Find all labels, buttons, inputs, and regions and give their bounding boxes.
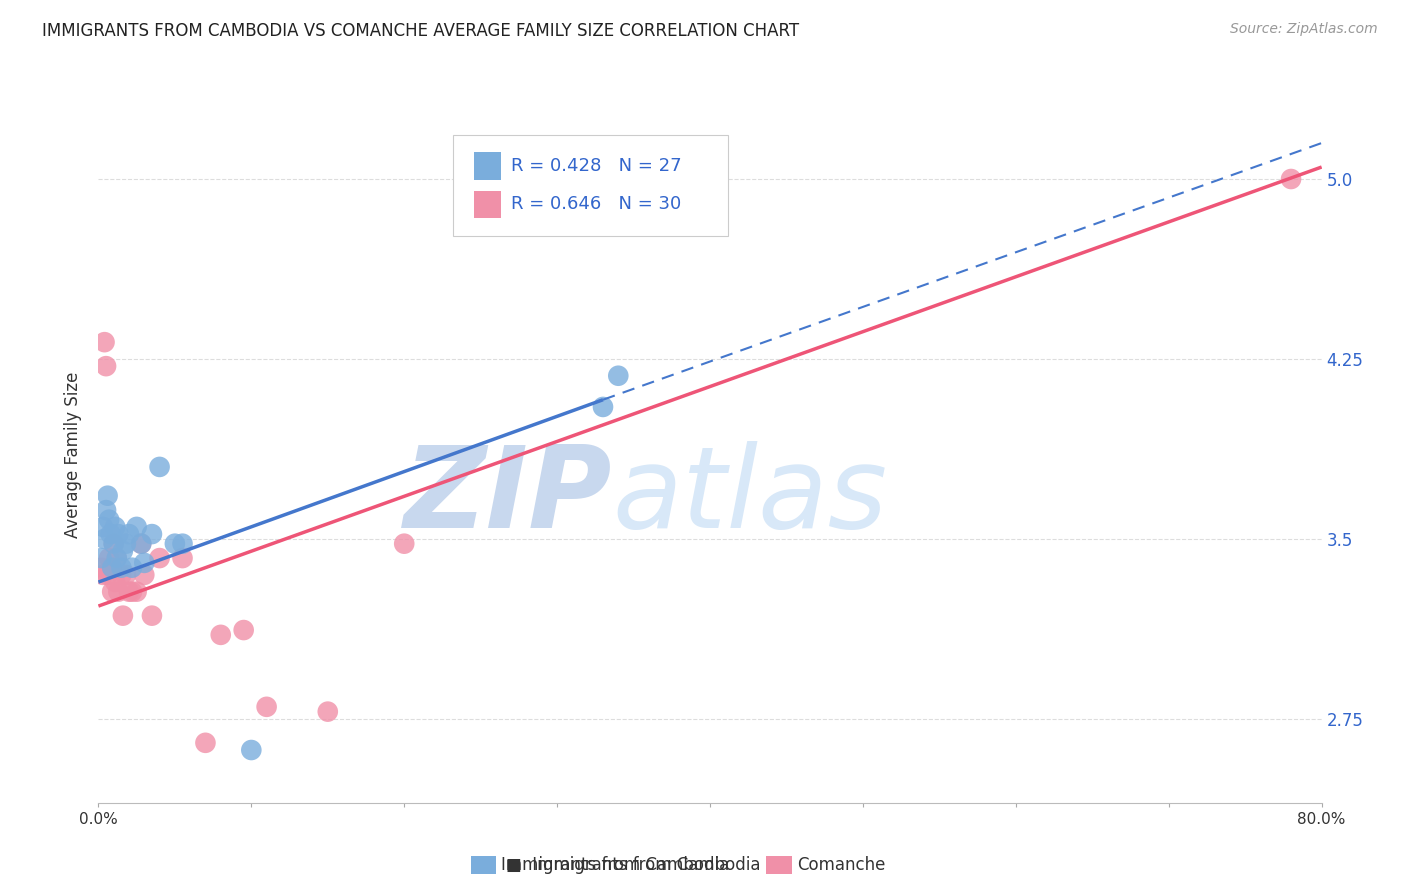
Point bbox=[240, 743, 263, 757]
Point bbox=[121, 560, 143, 574]
Point bbox=[172, 551, 194, 566]
Text: R = 0.646   N = 30: R = 0.646 N = 30 bbox=[510, 195, 681, 213]
Point bbox=[141, 527, 163, 541]
Point bbox=[107, 527, 129, 541]
Point bbox=[93, 532, 115, 546]
Point bbox=[104, 575, 127, 590]
Text: Immigrants from Cambodia: Immigrants from Cambodia bbox=[501, 856, 728, 874]
Point bbox=[115, 567, 138, 582]
Text: ZIP: ZIP bbox=[404, 442, 612, 552]
Point bbox=[110, 560, 132, 574]
Point bbox=[93, 335, 115, 350]
Point bbox=[94, 503, 117, 517]
Point bbox=[209, 628, 232, 642]
Y-axis label: Average Family Size: Average Family Size bbox=[65, 372, 83, 538]
Point bbox=[129, 537, 152, 551]
Point bbox=[125, 520, 148, 534]
Point bbox=[125, 584, 148, 599]
Text: IMMIGRANTS FROM CAMBODIA VS COMANCHE AVERAGE FAMILY SIZE CORRELATION CHART: IMMIGRANTS FROM CAMBODIA VS COMANCHE AVE… bbox=[42, 22, 799, 40]
FancyBboxPatch shape bbox=[453, 135, 728, 235]
Point bbox=[134, 556, 156, 570]
Point bbox=[592, 400, 614, 414]
Point bbox=[91, 520, 114, 534]
Point bbox=[101, 560, 124, 574]
Bar bbox=[474, 153, 501, 180]
Point bbox=[134, 567, 156, 582]
Point bbox=[1279, 172, 1302, 186]
Point bbox=[105, 551, 128, 566]
Point bbox=[172, 537, 194, 551]
Point bbox=[97, 489, 120, 503]
Text: atlas: atlas bbox=[612, 442, 887, 552]
Point bbox=[103, 537, 125, 551]
Bar bbox=[474, 191, 501, 219]
Text: Comanche: Comanche bbox=[797, 856, 886, 874]
Point bbox=[105, 551, 128, 566]
Point bbox=[111, 608, 134, 623]
Point bbox=[392, 537, 416, 551]
Point bbox=[118, 527, 141, 541]
Point bbox=[232, 623, 254, 637]
Point bbox=[100, 560, 122, 574]
Point bbox=[98, 513, 121, 527]
Point bbox=[111, 544, 134, 558]
Point bbox=[97, 567, 120, 582]
Point bbox=[90, 551, 112, 566]
Point bbox=[94, 359, 117, 373]
Point bbox=[149, 551, 172, 566]
Point bbox=[91, 567, 114, 582]
Point bbox=[163, 537, 186, 551]
Text: R = 0.428   N = 27: R = 0.428 N = 27 bbox=[510, 157, 682, 175]
Point bbox=[129, 537, 152, 551]
Point bbox=[115, 537, 138, 551]
Point bbox=[90, 560, 112, 574]
Text: Source: ZipAtlas.com: Source: ZipAtlas.com bbox=[1230, 22, 1378, 37]
Point bbox=[101, 584, 124, 599]
Point bbox=[607, 368, 630, 383]
Point bbox=[104, 520, 127, 534]
Point bbox=[107, 584, 129, 599]
Point bbox=[316, 705, 339, 719]
Point bbox=[118, 584, 141, 599]
Point bbox=[121, 584, 143, 599]
Point bbox=[98, 551, 121, 566]
Point bbox=[256, 699, 278, 714]
Point bbox=[100, 527, 122, 541]
Point bbox=[149, 459, 172, 474]
Point bbox=[103, 537, 125, 551]
Point bbox=[141, 608, 163, 623]
Text: ■  Immigrants from Cambodia: ■ Immigrants from Cambodia bbox=[506, 856, 761, 874]
Point bbox=[110, 567, 132, 582]
Point bbox=[194, 736, 217, 750]
